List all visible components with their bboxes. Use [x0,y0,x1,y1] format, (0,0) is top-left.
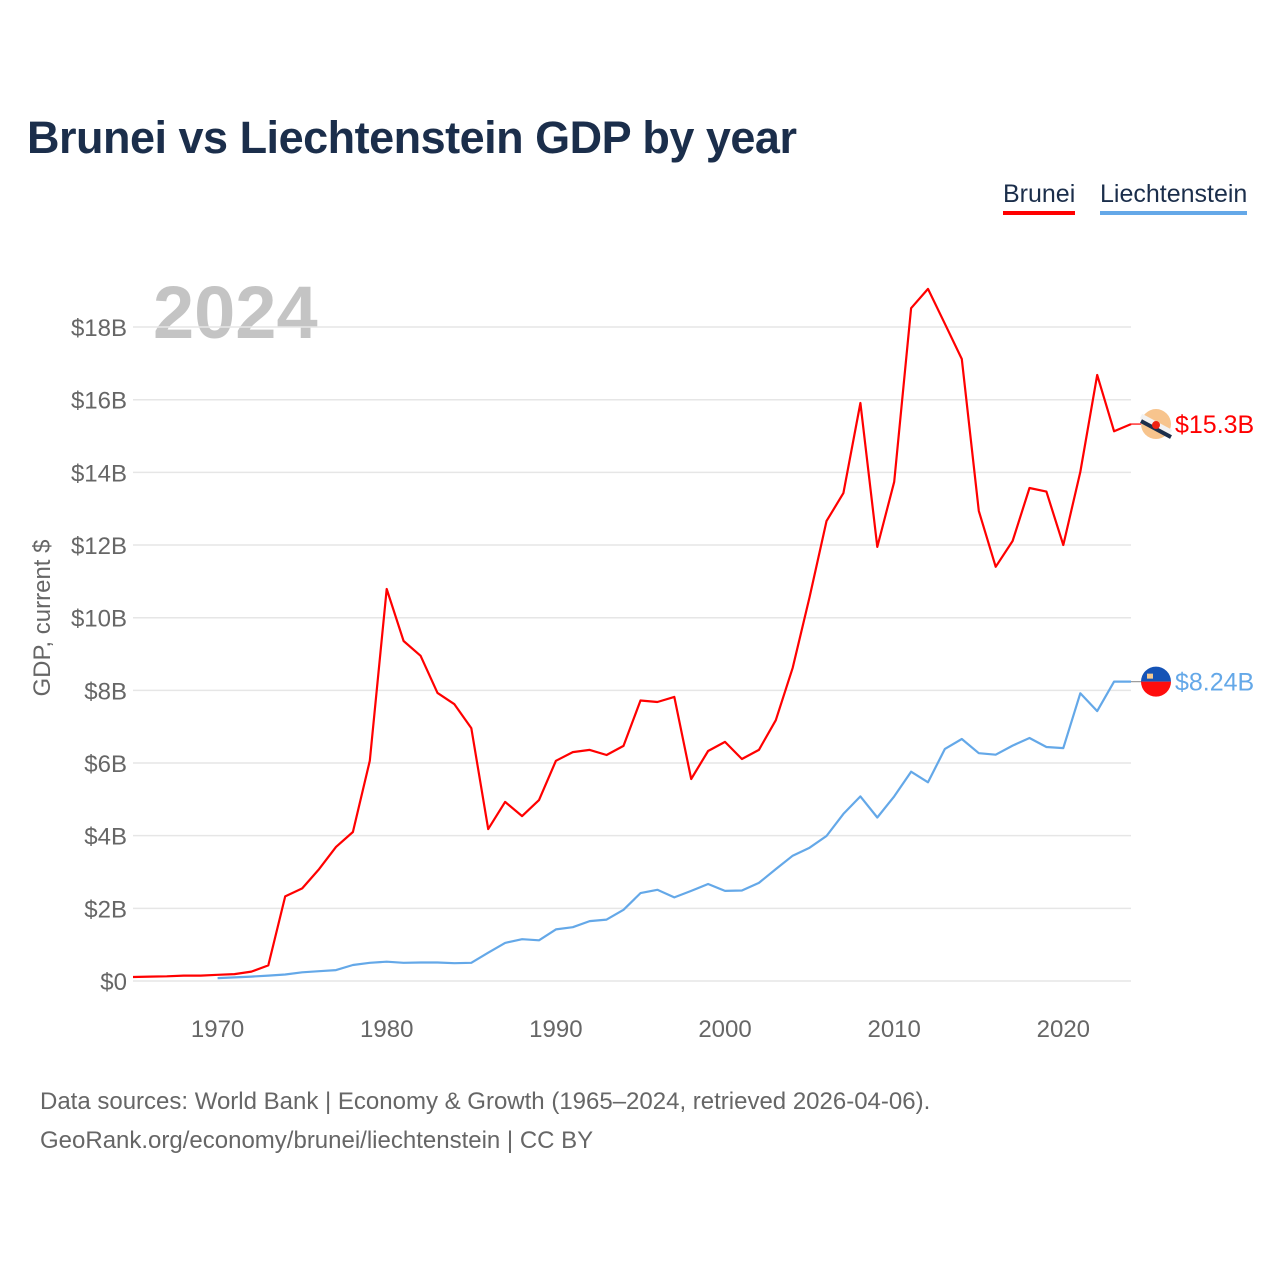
data-source-text: Data sources: World Bank | Economy & Gro… [40,1088,931,1115]
end-value-label: $15.3B [1175,411,1254,439]
y-axis-label: GDP, current $ [29,540,56,697]
y-tick-label: $12B [71,533,127,560]
x-tick-label: 1980 [360,1016,413,1043]
attribution-link[interactable]: GeoRank.org/economy/brunei/liechtenstein… [40,1127,594,1154]
y-tick-label: $16B [71,388,127,415]
liechtenstein-flag-crown [1147,673,1153,679]
series-line-liechtenstein [217,680,1131,980]
brunei-flag-emblem [1152,421,1160,430]
footer: Data sources: World Bank | Economy & Gro… [40,1082,930,1160]
x-tick-label: 2000 [698,1016,751,1043]
end-value-label: $8.24B [1175,669,1254,697]
y-tick-label: $18B [71,315,127,342]
chart-title: Brunei vs Liechtenstein GDP by year [27,112,797,163]
y-tick-label: $0 [100,969,127,996]
year-watermark: 2024 [153,271,318,354]
liechtenstein-flag-red [1141,681,1171,697]
series-line-brunei [132,287,1132,979]
legend-item-liechtenstein[interactable]: Liechtenstein [1100,180,1248,215]
y-tick-label: $8B [84,678,127,705]
y-tick-label: $2B [84,896,127,923]
legend-item-brunei[interactable]: Brunei [1003,180,1076,215]
y-tick-label: $6B [84,751,127,778]
y-tick-label: $10B [71,606,127,633]
x-tick-label: 2020 [1037,1016,1090,1043]
x-tick-label: 1970 [191,1016,244,1043]
y-tick-label: $14B [71,460,127,487]
x-tick-label: 2010 [867,1016,920,1043]
liechtenstein-flag-icon [1141,666,1171,682]
y-tick-label: $4B [84,824,127,851]
x-tick-label: 1990 [529,1016,582,1043]
